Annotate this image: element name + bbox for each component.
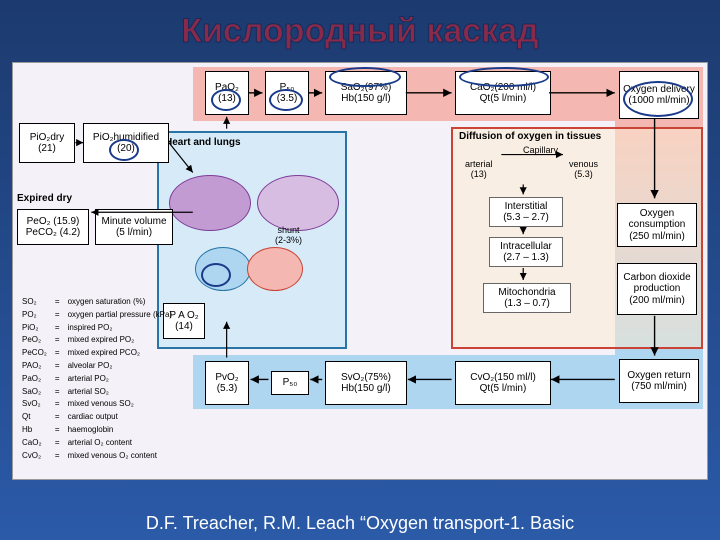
pvo2-box: PvO₂ (5.3) xyxy=(205,361,249,405)
svo2-value: Hb(150 g/l) xyxy=(341,383,390,395)
minute-volume-box: Minute volume (5 l/min) xyxy=(95,209,173,245)
return-value: (750 ml/min) xyxy=(631,381,687,393)
legend-row: PiO₂=inspired PO₂ xyxy=(19,323,175,334)
interstitial-box: Interstitial (5.3 – 2.7) xyxy=(489,197,563,227)
consumption-box: Oxygen consumption (250 ml/min) xyxy=(617,203,697,247)
circle-p50 xyxy=(269,89,303,111)
legend-table: SO₂=oxygen saturation (%) PO₂=oxygen part… xyxy=(17,295,177,463)
expired-dry-label: Expired dry xyxy=(17,193,72,204)
cvo2-value: Qt(5 l/min) xyxy=(480,383,527,395)
oxygen-cascade-diagram: Heart and lungs Diffusion of oxygen in t… xyxy=(12,62,708,480)
peo2-value: PeCO₂ (4.2) xyxy=(26,227,80,239)
legend-row: PaO₂=arterial PO₂ xyxy=(19,374,175,385)
heart-b xyxy=(247,247,303,291)
circle-pao2 xyxy=(211,89,241,111)
pio2-dry-label: PiO₂dry xyxy=(30,132,64,144)
legend-row: SvO₂=mixed venous SO₂ xyxy=(19,399,175,410)
lung-right xyxy=(257,175,339,231)
pio2-dry-value: (21) xyxy=(38,143,56,155)
legend-row: PeCO₂=mixed expired PCO₂ xyxy=(19,348,175,359)
intracellular-box: Intracellular (2.7 – 1.3) xyxy=(489,237,563,267)
heart-lungs-title: Heart and lungs xyxy=(165,137,241,148)
co2-box: Carbon dioxide production (200 ml/min) xyxy=(617,263,697,315)
mitochondria-box: Mitochondria (1.3 – 0.7) xyxy=(483,283,571,313)
capillary-label: Capillary xyxy=(523,145,558,155)
venous-label: venous (5.3) xyxy=(569,159,598,179)
circle-sao2 xyxy=(329,67,401,87)
pao2-alv-value: (14) xyxy=(175,321,193,333)
svo2-label: SvO₂(75%) xyxy=(341,372,391,384)
legend-row: Qt=cardiac output xyxy=(19,412,175,423)
peo2-label: PeO₂ (15.9) xyxy=(27,216,80,228)
tissues-title: Diffusion of oxygen in tissues xyxy=(459,131,601,142)
legend-row: PAO₂=alveolar PO₂ xyxy=(19,361,175,372)
return-label: Oxygen return xyxy=(627,370,690,382)
circle-delivery xyxy=(623,81,693,117)
mv-label: Minute volume xyxy=(101,216,166,228)
svo2-box: SvO₂(75%) Hb(150 g/l) xyxy=(325,361,407,405)
peo2-box: PeO₂ (15.9) PeCO₂ (4.2) xyxy=(17,209,89,245)
circle-heart xyxy=(201,263,231,287)
legend-row: CaO₂=arterial O₂ content xyxy=(19,438,175,449)
legend: SO₂=oxygen saturation (%) PO₂=oxygen part… xyxy=(17,295,177,463)
cvo2-label: CvO₂(150 ml/l) xyxy=(470,372,536,384)
citation: D.F. Treacher, R.M. Leach “Oxygen transp… xyxy=(0,513,720,534)
sao2-value: Hb(150 g/l) xyxy=(341,93,390,105)
p50-bot-box: P₅₀ xyxy=(271,371,309,395)
arterial-label: arterial (13) xyxy=(465,159,493,179)
pvo2-value: (5.3) xyxy=(217,383,238,395)
legend-row: PeO₂=mixed expired PO₂ xyxy=(19,335,175,346)
circle-cao2 xyxy=(459,67,549,87)
cvo2-box: CvO₂(150 ml/l) Qt(5 l/min) xyxy=(455,361,551,405)
return-box: Oxygen return (750 ml/min) xyxy=(619,359,699,403)
slide: Кислородный каскад Heart and lungs Diffu… xyxy=(0,0,720,540)
legend-row: Hb=haemoglobin xyxy=(19,425,175,436)
cao2-value: Qt(5 l/min) xyxy=(480,93,527,105)
legend-row: SaO₂=arterial SO₂ xyxy=(19,387,175,398)
mv-value: (5 l/min) xyxy=(116,227,152,239)
lung-left xyxy=(169,175,251,231)
pio2-dry-box: PiO₂dry (21) xyxy=(19,123,75,163)
p50-bot-label: P₅₀ xyxy=(283,377,298,389)
slide-title: Кислородный каскад xyxy=(0,12,720,51)
legend-row: SO₂=oxygen saturation (%) xyxy=(19,297,175,308)
shunt-label: shunt (2-3%) xyxy=(275,225,302,245)
pvo2-label: PvO₂ xyxy=(215,372,238,384)
circle-pio2-hum xyxy=(109,139,139,161)
legend-row: CvO₂=mixed venous O₂ content xyxy=(19,451,175,462)
legend-row: PO₂=oxygen partial pressure (kPa) xyxy=(19,310,175,321)
